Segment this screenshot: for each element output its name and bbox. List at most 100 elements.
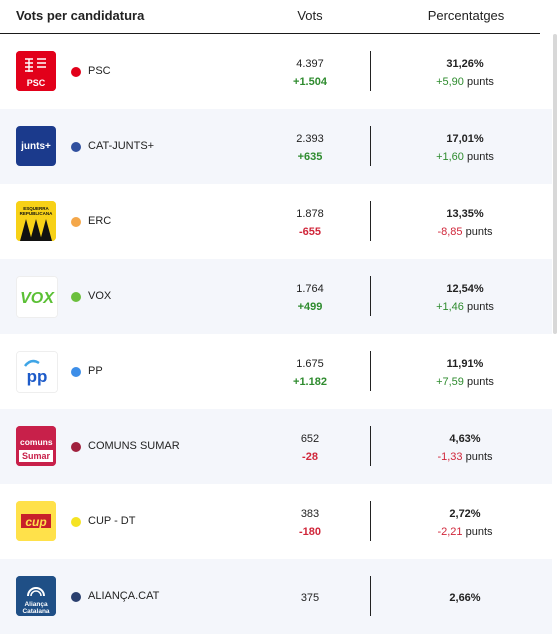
svg-text:Sumar: Sumar: [22, 451, 51, 461]
svg-text:Aliança: Aliança: [24, 601, 48, 608]
percent-value: 4,63%: [449, 433, 481, 445]
percent-change: -2,21 punts: [410, 523, 520, 541]
party-name: PP: [88, 365, 103, 377]
party-color-dot: [71, 217, 81, 227]
percent-change-unit: punts: [466, 301, 494, 313]
votes-value: 652: [300, 433, 320, 445]
votes-value: 1.675: [296, 358, 324, 370]
result-row: cup CUP - DT 383 -180 2,72% -2,21 punts: [0, 484, 552, 559]
percent-value: 11,91%: [446, 358, 484, 370]
result-row: VOX VOX 1.764 +499 12,54% +1,46 punts: [0, 259, 552, 334]
party-color-dot: [71, 592, 81, 602]
percent-change-unit: punts: [465, 226, 493, 238]
percent-cell: 2,72% -2,21 punts: [410, 505, 520, 541]
party-logo-icon: PSC: [16, 51, 56, 91]
result-row: comuns Sumar COMUNS SUMAR 652 -28 4,63% -…: [0, 409, 552, 484]
percent-change: -1,33 punts: [410, 448, 520, 466]
votes-cell: 2.393 +635: [280, 130, 340, 166]
votes-value: 1.878: [296, 208, 324, 220]
party-name: CAT-JUNTS+: [88, 140, 155, 152]
percent-cell: 2,66%: [410, 589, 520, 607]
logo-text: junts+: [21, 140, 51, 152]
percent-cell: 4,63% -1,33 punts: [410, 430, 520, 466]
percent-change-unit: punts: [466, 376, 494, 388]
svg-text:PSC: PSC: [27, 78, 46, 88]
header-vots: Vots: [297, 8, 323, 23]
header-candidatura: Vots per candidatura: [16, 8, 145, 23]
percent-change-value: -8,85: [437, 226, 463, 238]
percent-change: +1,46 punts: [410, 298, 520, 316]
percent-value: 2,72%: [449, 508, 481, 520]
percent-change-unit: punts: [465, 451, 493, 463]
percent-value: 2,66%: [449, 592, 481, 604]
result-row: PSC PSC 4.397 +1.504 31,26% +5,90 punts: [0, 34, 552, 109]
column-divider: [370, 51, 371, 91]
column-divider: [370, 501, 371, 541]
party-name: VOX: [88, 290, 112, 302]
results-list: PSC PSC 4.397 +1.504 31,26% +5,90 punts …: [0, 34, 552, 634]
votes-value: 383: [300, 508, 320, 520]
party-logo-icon: VOX: [16, 276, 58, 318]
percent-value: 31,26%: [446, 58, 484, 70]
votes-value: 375: [300, 592, 320, 604]
svg-text:pp: pp: [27, 367, 48, 386]
column-divider: [370, 351, 371, 391]
party-color-dot: [71, 142, 81, 152]
votes-change: +499: [297, 301, 323, 313]
svg-text:ESQUERRA: ESQUERRA: [23, 206, 49, 211]
party-name: ALIANÇA.CAT: [88, 590, 160, 602]
votes-change: +635: [297, 151, 323, 163]
party-color-dot: [71, 367, 81, 377]
party-logo-icon: pp: [16, 351, 58, 393]
percent-change: -8,85 punts: [410, 223, 520, 241]
svg-text:cup: cup: [25, 515, 46, 529]
votes-cell: 4.397 +1.504: [280, 55, 340, 91]
percent-value: 12,54%: [446, 283, 484, 295]
votes-cell: 652 -28: [280, 430, 340, 466]
column-divider: [370, 126, 371, 166]
column-divider: [370, 426, 371, 466]
percent-change-value: +5,90: [436, 76, 464, 88]
party-color-dot: [71, 292, 81, 302]
percent-change: +5,90 punts: [410, 73, 520, 91]
party-color-dot: [71, 442, 81, 452]
percent-change-value: +7,59: [436, 376, 464, 388]
column-divider: [370, 576, 371, 616]
party-name: ERC: [88, 215, 112, 227]
svg-text:REPUBLICANA: REPUBLICANA: [20, 211, 54, 216]
percent-change-unit: punts: [466, 76, 494, 88]
percent-cell: 31,26% +5,90 punts: [410, 55, 520, 91]
votes-value: 4.397: [296, 58, 324, 70]
percent-value: 17,01%: [446, 133, 484, 145]
svg-text:Catalana: Catalana: [22, 608, 49, 615]
percent-change: +7,59 punts: [410, 373, 520, 391]
percent-change-value: -1,33: [437, 451, 463, 463]
votes-change: -180: [298, 526, 322, 538]
percent-change-value: +1,46: [436, 301, 464, 313]
party-name: CUP - DT: [88, 515, 136, 527]
party-logo-icon: cup: [16, 501, 56, 541]
party-logo-icon: ESQUERRA REPUBLICANA: [16, 201, 56, 241]
percent-cell: 13,35% -8,85 punts: [410, 205, 520, 241]
votes-cell: 375: [280, 589, 340, 607]
percent-change-unit: punts: [466, 151, 494, 163]
party-name: PSC: [88, 65, 111, 77]
percent-change-value: -2,21: [437, 526, 463, 538]
result-row: ESQUERRA REPUBLICANA ERC 1.878 -655 13,35…: [0, 184, 552, 259]
column-divider: [370, 201, 371, 241]
votes-cell: 383 -180: [280, 505, 340, 541]
votes-value: 2.393: [296, 133, 324, 145]
party-logo-icon: junts+: [16, 126, 56, 166]
svg-text:VOX: VOX: [20, 290, 55, 307]
result-row: pp PP 1.675 +1.182 11,91% +7,59 punts: [0, 334, 552, 409]
scrollbar[interactable]: [553, 34, 557, 334]
votes-cell: 1.764 +499: [280, 280, 340, 316]
votes-change: -28: [302, 451, 318, 463]
party-color-dot: [71, 67, 81, 77]
result-row: junts+ CAT-JUNTS+ 2.393 +635 17,01% +1,6…: [0, 109, 552, 184]
column-divider: [370, 276, 371, 316]
percent-change-unit: punts: [465, 526, 493, 538]
votes-value: 1.764: [296, 283, 324, 295]
party-logo-icon: comuns Sumar: [16, 426, 56, 466]
percent-change-value: +1,60: [436, 151, 464, 163]
